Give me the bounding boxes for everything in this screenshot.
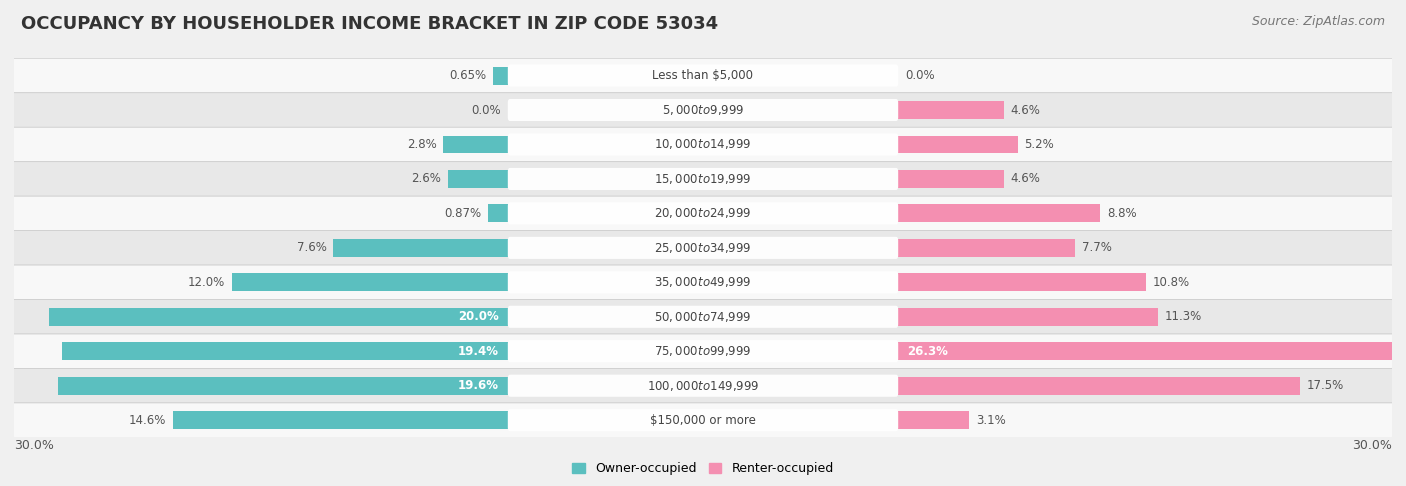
Text: 19.4%: 19.4% bbox=[457, 345, 499, 358]
Text: 26.3%: 26.3% bbox=[907, 345, 948, 358]
Text: $15,000 to $19,999: $15,000 to $19,999 bbox=[654, 172, 752, 186]
Bar bbox=[62, 342, 508, 360]
Bar bbox=[898, 308, 1157, 326]
Text: 11.3%: 11.3% bbox=[1164, 310, 1202, 323]
Text: 0.65%: 0.65% bbox=[449, 69, 486, 82]
Bar bbox=[898, 273, 1146, 291]
Text: 3.1%: 3.1% bbox=[976, 414, 1007, 427]
Bar bbox=[333, 239, 508, 257]
Text: 10.8%: 10.8% bbox=[1153, 276, 1191, 289]
Bar bbox=[232, 273, 508, 291]
FancyBboxPatch shape bbox=[508, 202, 898, 225]
Text: $150,000 or more: $150,000 or more bbox=[650, 414, 756, 427]
Text: 2.8%: 2.8% bbox=[406, 138, 437, 151]
Text: 17.5%: 17.5% bbox=[1308, 379, 1344, 392]
Text: 19.6%: 19.6% bbox=[457, 379, 499, 392]
Bar bbox=[898, 342, 1406, 360]
FancyBboxPatch shape bbox=[14, 58, 1392, 93]
FancyBboxPatch shape bbox=[14, 162, 1392, 196]
Text: 0.87%: 0.87% bbox=[444, 207, 481, 220]
Text: 0.0%: 0.0% bbox=[905, 69, 935, 82]
FancyBboxPatch shape bbox=[508, 99, 898, 121]
FancyBboxPatch shape bbox=[508, 409, 898, 431]
FancyBboxPatch shape bbox=[508, 134, 898, 156]
Bar bbox=[449, 170, 508, 188]
FancyBboxPatch shape bbox=[14, 231, 1392, 265]
FancyBboxPatch shape bbox=[508, 168, 898, 190]
Bar bbox=[488, 205, 508, 223]
FancyBboxPatch shape bbox=[508, 306, 898, 328]
Text: 4.6%: 4.6% bbox=[1011, 173, 1040, 186]
FancyBboxPatch shape bbox=[14, 93, 1392, 127]
FancyBboxPatch shape bbox=[14, 265, 1392, 299]
FancyBboxPatch shape bbox=[14, 368, 1392, 403]
FancyBboxPatch shape bbox=[14, 196, 1392, 231]
FancyBboxPatch shape bbox=[508, 271, 898, 294]
Bar bbox=[898, 239, 1076, 257]
Bar bbox=[48, 308, 508, 326]
Text: 8.8%: 8.8% bbox=[1107, 207, 1137, 220]
Text: Source: ZipAtlas.com: Source: ZipAtlas.com bbox=[1251, 15, 1385, 28]
FancyBboxPatch shape bbox=[508, 237, 898, 259]
FancyBboxPatch shape bbox=[14, 334, 1392, 368]
Bar bbox=[443, 136, 508, 154]
FancyBboxPatch shape bbox=[508, 340, 898, 362]
Text: $50,000 to $74,999: $50,000 to $74,999 bbox=[654, 310, 752, 324]
FancyBboxPatch shape bbox=[508, 65, 898, 87]
Text: 0.0%: 0.0% bbox=[471, 104, 501, 117]
FancyBboxPatch shape bbox=[508, 375, 898, 397]
Text: 7.6%: 7.6% bbox=[297, 242, 326, 254]
Bar bbox=[173, 411, 508, 429]
Bar bbox=[898, 170, 1004, 188]
FancyBboxPatch shape bbox=[14, 127, 1392, 162]
Text: $20,000 to $24,999: $20,000 to $24,999 bbox=[654, 207, 752, 220]
Text: $75,000 to $99,999: $75,000 to $99,999 bbox=[654, 344, 752, 358]
Text: $100,000 to $149,999: $100,000 to $149,999 bbox=[647, 379, 759, 393]
Bar bbox=[898, 411, 969, 429]
FancyBboxPatch shape bbox=[14, 403, 1392, 437]
Text: 20.0%: 20.0% bbox=[458, 310, 499, 323]
Text: 5.2%: 5.2% bbox=[1025, 138, 1054, 151]
Text: 7.7%: 7.7% bbox=[1083, 242, 1112, 254]
Text: $25,000 to $34,999: $25,000 to $34,999 bbox=[654, 241, 752, 255]
Bar bbox=[58, 377, 508, 395]
Text: $35,000 to $49,999: $35,000 to $49,999 bbox=[654, 276, 752, 289]
Bar bbox=[494, 67, 508, 85]
FancyBboxPatch shape bbox=[14, 299, 1392, 334]
Text: 30.0%: 30.0% bbox=[14, 439, 53, 452]
Text: $10,000 to $14,999: $10,000 to $14,999 bbox=[654, 138, 752, 152]
Text: 4.6%: 4.6% bbox=[1011, 104, 1040, 117]
Bar bbox=[898, 205, 1101, 223]
Text: 12.0%: 12.0% bbox=[188, 276, 225, 289]
Text: $5,000 to $9,999: $5,000 to $9,999 bbox=[662, 103, 744, 117]
Legend: Owner-occupied, Renter-occupied: Owner-occupied, Renter-occupied bbox=[568, 457, 838, 481]
Text: 14.6%: 14.6% bbox=[128, 414, 166, 427]
Text: OCCUPANCY BY HOUSEHOLDER INCOME BRACKET IN ZIP CODE 53034: OCCUPANCY BY HOUSEHOLDER INCOME BRACKET … bbox=[21, 15, 718, 33]
Text: 2.6%: 2.6% bbox=[412, 173, 441, 186]
Bar bbox=[898, 136, 1018, 154]
Bar bbox=[898, 101, 1004, 119]
Text: Less than $5,000: Less than $5,000 bbox=[652, 69, 754, 82]
Text: 30.0%: 30.0% bbox=[1353, 439, 1392, 452]
Bar bbox=[898, 377, 1301, 395]
